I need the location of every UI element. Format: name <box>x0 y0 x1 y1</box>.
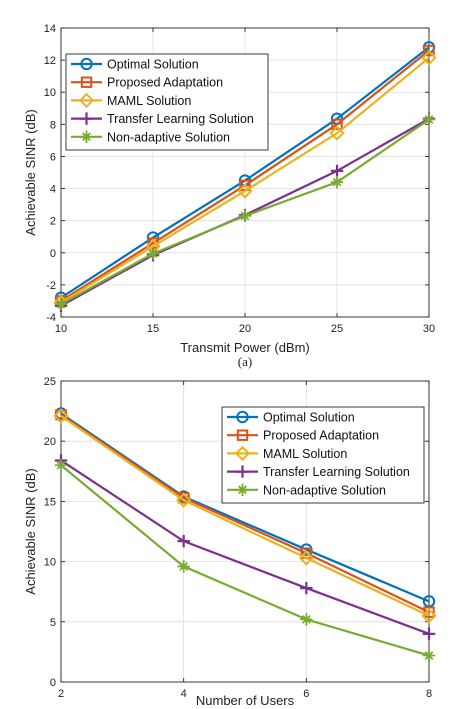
data-point-maml <box>237 183 253 199</box>
data-point-nonadaptive <box>422 649 436 662</box>
legend-box <box>65 53 269 151</box>
legend-label-nonadaptive: Non-adaptive Solution <box>107 130 230 144</box>
y-tick-label: 15 <box>44 496 56 508</box>
y-tick-label: 8 <box>50 119 56 131</box>
y-axis-label: Achievable SINR (dB) <box>23 109 38 235</box>
legend-label-transfer: Transfer Learning Solution <box>107 112 254 126</box>
legend-box <box>221 406 425 504</box>
y-tick-label: 0 <box>50 677 56 689</box>
data-point-maml <box>176 492 192 508</box>
series-nonadaptive <box>54 459 436 662</box>
x-tick-label: 20 <box>239 323 251 335</box>
legend-marker-optimal <box>80 57 93 71</box>
x-tick-label: 25 <box>331 323 343 335</box>
data-point-nonadaptive <box>330 175 344 189</box>
data-point-transfer <box>177 534 190 548</box>
legend-label-maml: MAML Solution <box>107 94 191 108</box>
y-tick-label: 10 <box>44 87 56 99</box>
legend-marker-optimal <box>236 410 249 424</box>
x-tick-label: 10 <box>55 323 67 335</box>
legend-label-optimal: Optimal Solution <box>107 58 199 72</box>
data-point-nonadaptive <box>238 209 252 223</box>
y-tick-label: -2 <box>46 280 56 292</box>
y-axis-label: Achievable SINR (dB) <box>23 468 38 594</box>
legend-label-nonadaptive: Non-adaptive Solution <box>263 483 386 497</box>
y-tick-label: 6 <box>50 151 56 163</box>
legend-marker-transfer <box>236 465 249 478</box>
x-axis-label: Number of Users <box>196 693 295 708</box>
data-point-proposed <box>423 44 435 57</box>
data-point-nonadaptive <box>54 297 68 311</box>
data-point-nonadaptive <box>146 247 160 260</box>
y-tick-label: 5 <box>50 617 56 629</box>
y-tick-label: 2 <box>50 216 56 228</box>
data-point-maml <box>329 125 345 141</box>
data-point-maml <box>53 408 69 424</box>
data-point-maml <box>421 608 437 624</box>
x-tick-label: 2 <box>58 688 64 700</box>
data-point-transfer <box>300 581 313 595</box>
x-tick-label: 6 <box>303 688 309 700</box>
chart-b: 2 4 6 8 0 5 10 15 20 25 Number of Users Achievable … <box>23 376 437 709</box>
data-point-transfer <box>330 164 344 178</box>
legend-label-maml: MAML Solution <box>263 447 347 461</box>
caption: (a) <box>238 354 252 369</box>
legend-label-proposed: Proposed Adaptation <box>263 429 379 443</box>
legend-marker-proposed <box>236 429 249 441</box>
series-nonadaptive <box>54 113 436 311</box>
series-line-proposed <box>60 413 430 614</box>
legend: Optimal Solution Proposed Adaptation MAML … <box>65 53 269 151</box>
data-point-transfer <box>422 627 436 641</box>
legend-marker-proposed <box>80 76 93 88</box>
legend: Optimal Solution Proposed Adaptation MAML … <box>221 406 425 504</box>
legend-marker-maml <box>234 445 251 462</box>
caption: (b) <box>237 707 252 709</box>
data-point-maml <box>421 50 437 66</box>
legend-label-transfer: Transfer Learning Solution <box>263 465 410 479</box>
x-tick-label: 30 <box>423 323 435 335</box>
legend-label-optimal: Optimal Solution <box>263 411 355 425</box>
series-line-maml <box>60 56 430 304</box>
y-tick-label: 14 <box>44 23 56 35</box>
data-point-nonadaptive <box>54 459 68 472</box>
y-tick-label: 0 <box>50 248 56 260</box>
data-point-maml <box>298 550 314 566</box>
series-maml <box>53 408 437 624</box>
x-axis-label: Transmit Power (dBm) <box>180 340 310 355</box>
data-point-nonadaptive <box>422 113 436 126</box>
series-line-nonadaptive <box>60 464 430 657</box>
y-tick-label: 20 <box>44 436 56 448</box>
y-tick-label: 25 <box>44 376 56 388</box>
x-tick-label: 4 <box>181 688 187 700</box>
data-point-nonadaptive <box>300 613 313 626</box>
x-tick-label: 15 <box>147 323 159 335</box>
data-point-proposed <box>331 118 343 131</box>
series-line-maml <box>60 415 430 617</box>
y-tick-label: -4 <box>46 312 56 324</box>
series-line-transfer <box>60 459 430 635</box>
legend-marker-maml <box>78 92 95 109</box>
x-tick-label: 8 <box>426 688 432 700</box>
data-point-proposed <box>423 606 435 618</box>
legend-marker-nonadaptive <box>80 130 93 143</box>
data-point-nonadaptive <box>177 560 190 573</box>
y-tick-label: 10 <box>44 557 56 569</box>
chart-a: 10 15 20 25 30 -4 -2 0 2 4 6 8 10 12 14 Transmit Power … <box>23 23 437 369</box>
y-tick-label: 4 <box>50 184 56 196</box>
legend-marker-nonadaptive <box>236 483 249 496</box>
y-tick-label: 12 <box>44 55 56 67</box>
axes-box <box>60 380 430 683</box>
legend-label-proposed: Proposed Adaptation <box>107 76 223 90</box>
legend-marker-transfer <box>80 112 93 125</box>
